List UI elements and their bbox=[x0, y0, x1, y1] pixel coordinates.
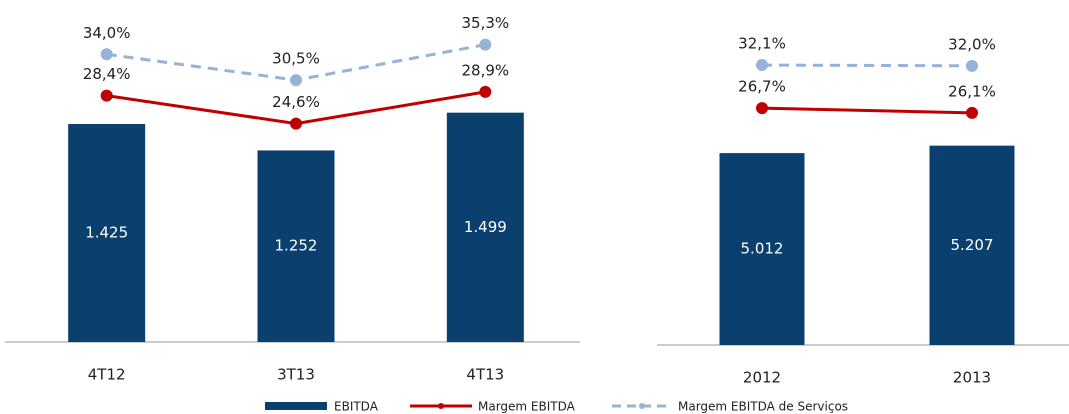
line-marker bbox=[966, 106, 978, 119]
data-label: 26,1% bbox=[948, 82, 996, 100]
legend-label: Margem EBITDA bbox=[478, 400, 576, 414]
legend-swatch bbox=[639, 403, 645, 409]
data-label: 1.252 bbox=[275, 237, 318, 255]
line-marker bbox=[100, 48, 113, 61]
line-marker bbox=[479, 85, 492, 98]
data-label: 35,3% bbox=[462, 14, 510, 32]
line-marker bbox=[479, 38, 492, 51]
data-label: 28,9% bbox=[462, 61, 510, 79]
x-tick-label: 2013 bbox=[953, 369, 991, 387]
data-label: 30,5% bbox=[272, 50, 320, 68]
line-marker bbox=[756, 102, 768, 115]
data-label: 24,6% bbox=[272, 93, 320, 111]
data-label: 32,1% bbox=[738, 35, 786, 53]
data-label: 1.499 bbox=[464, 218, 507, 236]
data-label: 26,7% bbox=[738, 78, 786, 96]
legend-label: Margem EBITDA de Serviços bbox=[678, 400, 848, 414]
data-label: 28,4% bbox=[83, 65, 131, 83]
x-tick-label: 4T12 bbox=[88, 366, 126, 384]
line bbox=[761, 63, 973, 68]
line-marker bbox=[966, 59, 978, 72]
bar bbox=[929, 145, 1015, 345]
line-marker bbox=[290, 74, 302, 87]
data-label: 1.425 bbox=[85, 223, 128, 241]
data-label: 5.012 bbox=[741, 240, 784, 258]
line bbox=[761, 106, 973, 115]
x-tick-label: 4T13 bbox=[466, 366, 504, 384]
legend-label: EBITDA bbox=[334, 400, 379, 414]
bar bbox=[257, 150, 335, 342]
data-label: 34,0% bbox=[83, 24, 131, 42]
bar bbox=[446, 112, 524, 342]
bar bbox=[68, 123, 146, 342]
legend-swatch bbox=[265, 402, 327, 410]
x-tick-label: 2012 bbox=[743, 369, 781, 387]
data-label: 5.207 bbox=[951, 236, 994, 254]
data-label: 32,0% bbox=[948, 35, 996, 53]
legend-swatch bbox=[438, 403, 444, 409]
x-tick-label: 3T13 bbox=[277, 366, 315, 384]
bar bbox=[719, 153, 805, 345]
line-marker bbox=[756, 59, 768, 72]
line-marker bbox=[100, 89, 113, 102]
line-marker bbox=[290, 117, 302, 130]
